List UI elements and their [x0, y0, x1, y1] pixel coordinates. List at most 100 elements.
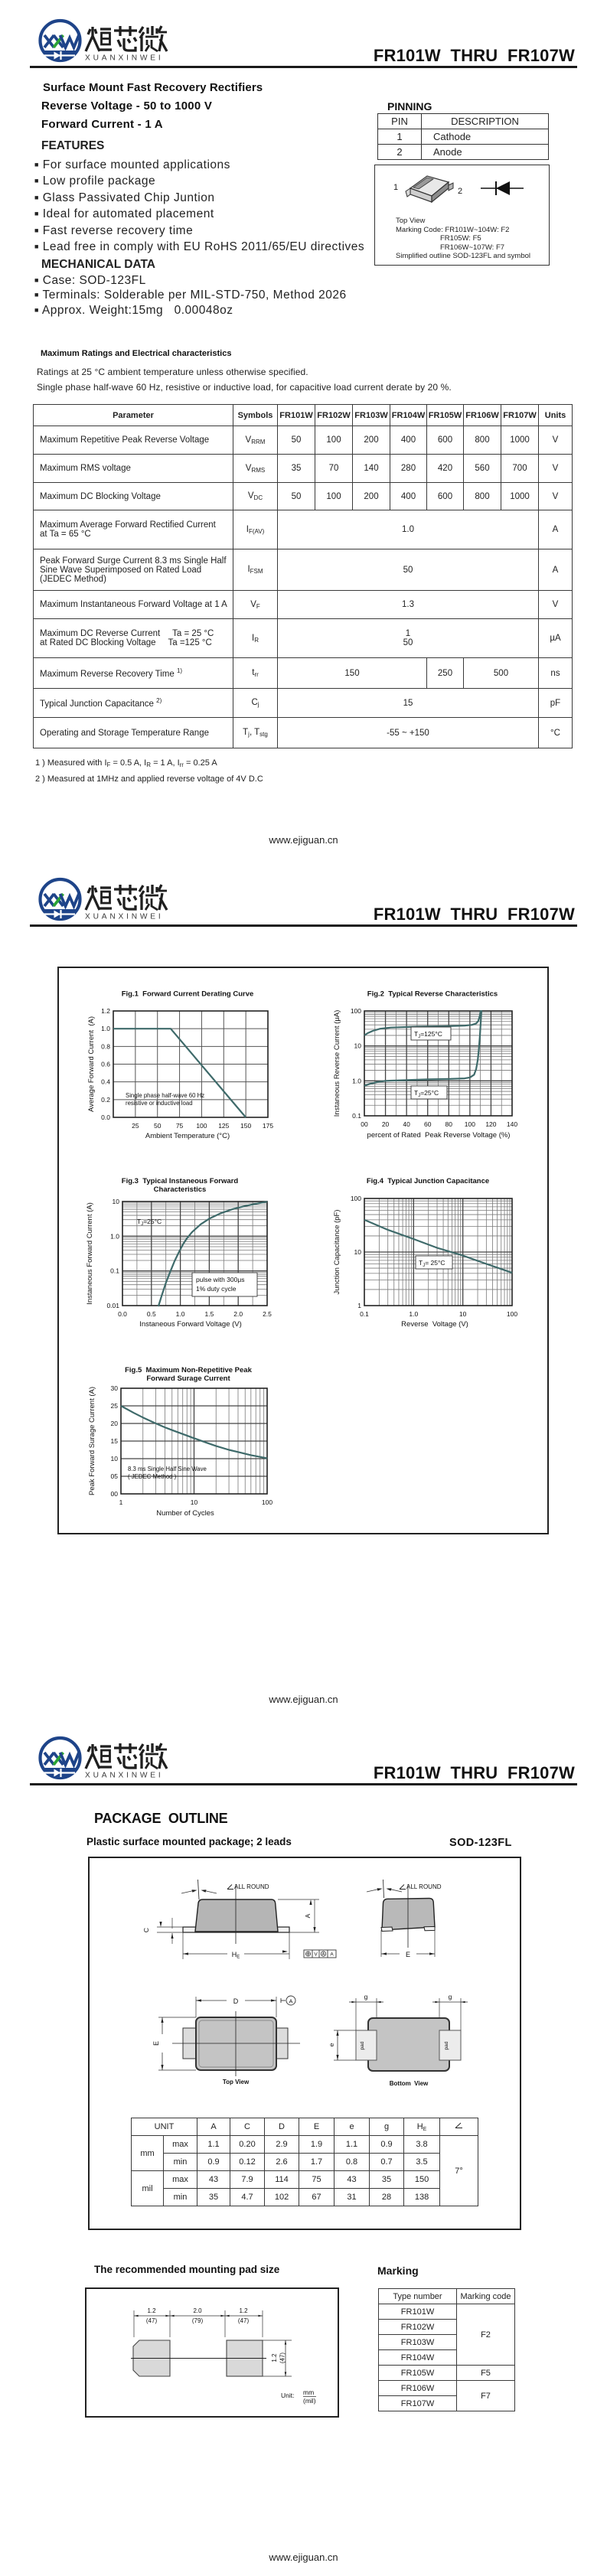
svg-text:1: 1 — [119, 1498, 123, 1506]
svg-text:( JEDEC Method ): ( JEDEC Method ) — [128, 1473, 177, 1480]
svg-text:Fig.4 Typical Junction Capaci: Fig.4 Typical Junction Capacitance — [367, 1177, 489, 1185]
svg-text:100: 100 — [262, 1498, 272, 1506]
svg-text:C: C — [142, 1928, 150, 1932]
svg-text:0.2: 0.2 — [101, 1096, 110, 1104]
svg-text:00: 00 — [111, 1490, 119, 1498]
svg-text:pad: pad — [360, 2041, 365, 2049]
svg-text:1.0: 1.0 — [409, 1310, 418, 1318]
svg-text:E: E — [152, 2041, 160, 2046]
svg-text:D: D — [233, 1997, 239, 2005]
svg-text:0.0: 0.0 — [118, 1310, 127, 1318]
svg-text:1.2: 1.2 — [271, 2353, 278, 2362]
svg-text:1.5: 1.5 — [204, 1310, 214, 1318]
svg-text:(79): (79) — [192, 2317, 204, 2324]
svg-text:80: 80 — [445, 1120, 453, 1128]
svg-text:percent of Rated Peak Reverse: percent of Rated Peak Reverse Voltage (%… — [367, 1131, 511, 1140]
svg-text:0.1: 0.1 — [110, 1267, 119, 1275]
svg-text:(47): (47) — [238, 2317, 250, 2324]
svg-text:0.5: 0.5 — [147, 1310, 156, 1318]
svg-text:2.5: 2.5 — [263, 1310, 272, 1318]
svg-text:(mil): (mil) — [303, 2397, 316, 2405]
svg-text:1.0: 1.0 — [352, 1077, 361, 1084]
svg-text:05: 05 — [111, 1472, 119, 1480]
svg-text:1.2: 1.2 — [147, 2307, 156, 2314]
svg-text:75: 75 — [176, 1122, 184, 1130]
svg-text:0.6: 0.6 — [101, 1061, 110, 1068]
svg-text:40: 40 — [403, 1120, 410, 1128]
svg-text:15: 15 — [111, 1437, 119, 1445]
svg-text:Top View: Top View — [223, 2079, 250, 2085]
svg-text:TJ=25°C: TJ=25°C — [414, 1089, 439, 1098]
svg-text:E: E — [406, 1951, 410, 1958]
svg-text:Instaneous Forward Voltage (V): Instaneous Forward Voltage (V) — [139, 1320, 242, 1329]
svg-text:e: e — [328, 2043, 335, 2046]
svg-text:Unit:: Unit: — [281, 2392, 294, 2399]
svg-text:10: 10 — [459, 1310, 467, 1318]
svg-text:1.2: 1.2 — [101, 1007, 110, 1015]
svg-text:A: A — [322, 1952, 325, 1957]
svg-text:50: 50 — [154, 1122, 162, 1130]
svg-text:100: 100 — [196, 1122, 207, 1130]
svg-text:mm: mm — [303, 2389, 314, 2396]
svg-text:TJ= 25°C: TJ= 25°C — [419, 1259, 445, 1268]
svg-text:0.4: 0.4 — [101, 1078, 110, 1086]
svg-text:TJ=125°C: TJ=125°C — [414, 1030, 442, 1039]
svg-text:Fig.3 Typical Instaneous Forw: Fig.3 Typical Instaneous Forward — [122, 1177, 239, 1185]
svg-text:Forward Surage Current: Forward Surage Current — [146, 1374, 230, 1383]
svg-text:20: 20 — [382, 1120, 390, 1128]
svg-text:0.8: 0.8 — [101, 1042, 110, 1050]
svg-text:0.0: 0.0 — [101, 1114, 110, 1121]
svg-text:0.1: 0.1 — [360, 1310, 369, 1318]
svg-text:2.0: 2.0 — [193, 2307, 202, 2314]
svg-text:125: 125 — [218, 1122, 229, 1130]
svg-text:A: A — [289, 1998, 292, 2005]
svg-text:TJ=25°C: TJ=25°C — [137, 1218, 162, 1227]
svg-text:Number of Cycles: Number of Cycles — [156, 1509, 214, 1518]
svg-text:1% duty cycle: 1% duty cycle — [196, 1285, 237, 1293]
svg-text:100: 100 — [507, 1310, 517, 1318]
svg-text:(47): (47) — [279, 2353, 286, 2364]
svg-text:25: 25 — [132, 1122, 139, 1130]
svg-text:Instaneous Reverse Current (μA: Instaneous Reverse Current (μA) — [333, 1010, 341, 1117]
svg-text:Reverse Voltage (V): Reverse Voltage (V) — [401, 1320, 468, 1329]
svg-text:resistive or inductive load: resistive or inductive load — [126, 1100, 193, 1107]
svg-text:g: g — [364, 1993, 368, 2000]
svg-text:V: V — [314, 1952, 318, 1958]
svg-text:pad: pad — [444, 2041, 449, 2049]
svg-text:HE: HE — [232, 1951, 240, 1960]
svg-text:Fig.1 Forward Current Deratin: Fig.1 Forward Current Derating Curve — [122, 990, 254, 999]
svg-text:20: 20 — [111, 1420, 119, 1427]
svg-text:10: 10 — [191, 1498, 198, 1506]
svg-text:0.01: 0.01 — [106, 1302, 119, 1309]
svg-text:g: g — [449, 1993, 452, 2000]
svg-text:10: 10 — [354, 1248, 362, 1256]
svg-text:100: 100 — [351, 1195, 361, 1202]
svg-text:A: A — [304, 1913, 312, 1918]
svg-text:(47): (47) — [146, 2317, 158, 2324]
svg-text:1.0: 1.0 — [176, 1310, 185, 1318]
svg-text:Junction Capacitance (pF): Junction Capacitance (pF) — [333, 1210, 341, 1295]
svg-text:1.0: 1.0 — [101, 1025, 110, 1032]
svg-text:8.3 ms Single Half Sine Wave: 8.3 ms Single Half Sine Wave — [128, 1466, 207, 1472]
svg-text:25: 25 — [111, 1402, 119, 1410]
svg-text:Single phase half-wave 60 Hz: Single phase half-wave 60 Hz — [126, 1092, 204, 1099]
svg-text:Average Forward Current (A): Average Forward Current (A) — [87, 1016, 96, 1112]
svg-text:00: 00 — [361, 1120, 368, 1128]
svg-text:10: 10 — [354, 1042, 362, 1050]
svg-text:140: 140 — [507, 1120, 517, 1128]
svg-text:ALL ROUND: ALL ROUND — [406, 1883, 442, 1890]
svg-text:ALL ROUND: ALL ROUND — [234, 1883, 269, 1890]
svg-text:10: 10 — [111, 1455, 119, 1462]
svg-text:30: 30 — [111, 1384, 119, 1392]
svg-text:2.0: 2.0 — [233, 1310, 243, 1318]
svg-text:Ambient Temperature (°C): Ambient Temperature (°C) — [145, 1132, 230, 1140]
svg-text:100: 100 — [465, 1120, 475, 1128]
svg-text:60: 60 — [424, 1120, 432, 1128]
svg-text:120: 120 — [485, 1120, 496, 1128]
svg-text:Fig.2 Typical Reverse Charact: Fig.2 Typical Reverse Characteristics — [367, 990, 498, 999]
svg-text:10: 10 — [113, 1198, 120, 1205]
svg-text:Fig.5 Maximum Non-Repetitive: Fig.5 Maximum Non-Repetitive Peak — [125, 1366, 252, 1374]
svg-text:100: 100 — [351, 1007, 361, 1015]
svg-text:1.2: 1.2 — [239, 2307, 248, 2314]
svg-text:0.1: 0.1 — [352, 1112, 361, 1120]
